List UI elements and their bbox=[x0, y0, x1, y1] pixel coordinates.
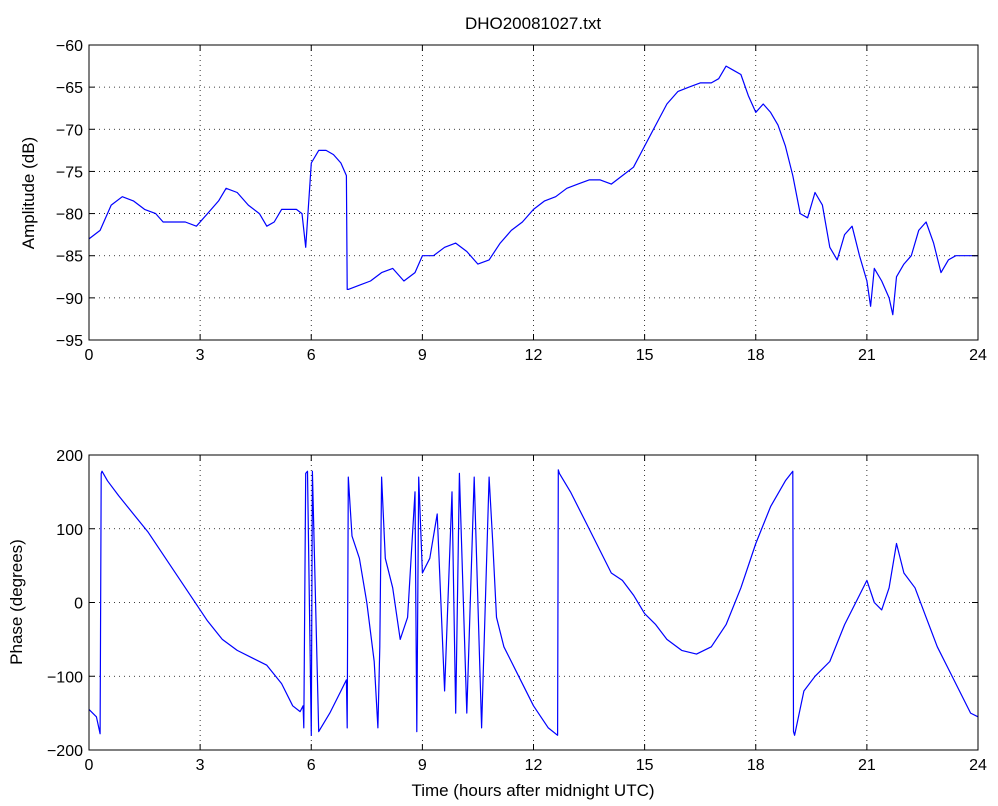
amplitude-x-tick-label: 12 bbox=[525, 347, 543, 364]
phase-x-label: Time (hours after midnight UTC) bbox=[411, 781, 654, 800]
phase-x-tick-label: 15 bbox=[636, 757, 654, 774]
phase-x-tick-label: 18 bbox=[747, 757, 765, 774]
phase-x-tick-label: 3 bbox=[196, 757, 205, 774]
phase-x-tick-label: 9 bbox=[418, 757, 427, 774]
amplitude-grid bbox=[89, 45, 978, 340]
amplitude-x-tick-label: 18 bbox=[747, 347, 765, 364]
amplitude-x-tick-label: 21 bbox=[858, 347, 876, 364]
amplitude-x-tick-label: 24 bbox=[969, 347, 987, 364]
phase-x-tick-label: 0 bbox=[85, 757, 94, 774]
figure-title: DHO20081027.txt bbox=[465, 14, 601, 33]
amplitude-y-tick-label: −80 bbox=[56, 207, 83, 224]
phase-x-tick-label: 24 bbox=[969, 757, 987, 774]
amplitude-x-tick-label: 0 bbox=[85, 347, 94, 364]
phase-x-tick-label: 6 bbox=[307, 757, 316, 774]
amplitude-y-tick-label: −75 bbox=[56, 164, 83, 181]
amplitude-y-tick-label: −85 bbox=[56, 249, 83, 266]
amplitude-y-tick-label: −90 bbox=[56, 291, 83, 308]
amplitude-x-tick-label: 15 bbox=[636, 347, 654, 364]
amplitude-series-line bbox=[88, 65, 978, 316]
phase-series-line bbox=[88, 469, 979, 736]
phase-y-tick-label: −100 bbox=[47, 669, 83, 686]
amplitude-series bbox=[88, 65, 978, 316]
amplitude-y-tick-label: −60 bbox=[56, 38, 83, 55]
phase-y-tick-label: −200 bbox=[47, 743, 83, 760]
phase-axes: 0 3 6 9 12 15 18 21 24 −200 −100 0 100 200 bbox=[47, 448, 987, 774]
phase-y-tick-label: 100 bbox=[56, 522, 83, 539]
phase-y-tick-label: 200 bbox=[56, 448, 83, 465]
amplitude-y-tick-label: −95 bbox=[56, 333, 83, 350]
amplitude-x-tick-label: 9 bbox=[418, 347, 427, 364]
phase-y-label: Phase (degrees) bbox=[7, 539, 26, 665]
phase-y-tick-label: 0 bbox=[74, 596, 83, 613]
phase-x-tick-label: 12 bbox=[525, 757, 543, 774]
amplitude-y-tick-label: −70 bbox=[56, 122, 83, 139]
amplitude-y-label: Amplitude (dB) bbox=[19, 137, 38, 249]
amplitude-x-tick-label: 3 bbox=[196, 347, 205, 364]
amplitude-panel: 0 3 6 9 12 15 18 21 24 −95 −90 −85 −80 −75 −70 −65 −60 A… bbox=[19, 38, 987, 364]
phase-x-tick-label: 21 bbox=[858, 757, 876, 774]
amplitude-y-tick-label: −65 bbox=[56, 80, 83, 97]
amplitude-x-tick-label: 6 bbox=[307, 347, 316, 364]
phase-panel: 0 3 6 9 12 15 18 21 24 −200 −100 0 100 200 Phase (deg… bbox=[7, 448, 987, 800]
phase-series bbox=[88, 469, 979, 736]
amplitude-axes: 0 3 6 9 12 15 18 21 24 −95 −90 −85 −80 −75 −70 −65 −60 bbox=[56, 38, 987, 364]
